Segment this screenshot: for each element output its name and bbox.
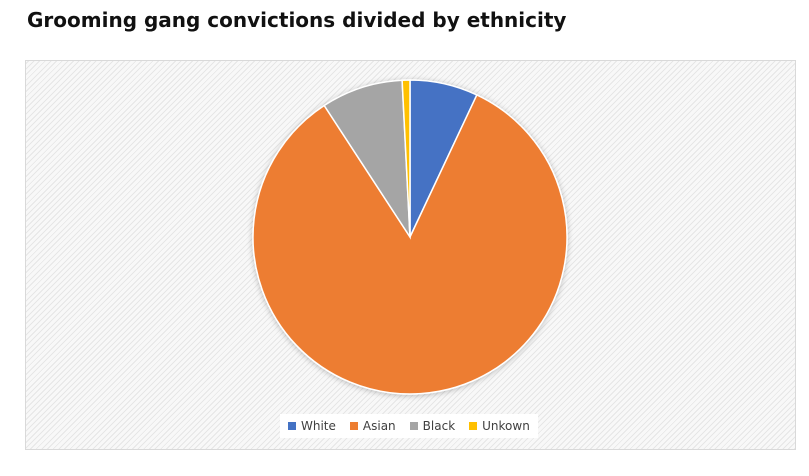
pie-slice-unkown — [401, 79, 411, 238]
legend-swatch — [349, 422, 358, 430]
legend-item-asian: Asian — [349, 419, 396, 433]
legend-item-unkown: Unkown — [469, 419, 530, 433]
legend-item-white: White — [288, 419, 336, 433]
legend-label: Asian — [362, 419, 396, 433]
pie-chart — [252, 79, 568, 395]
pie-slice-asian — [252, 93, 568, 395]
legend-label: Black — [422, 419, 456, 433]
legend-swatch — [409, 422, 418, 430]
legend-item-black: Black — [409, 419, 456, 433]
legend-label: White — [301, 419, 336, 433]
legend-label: Unkown — [482, 419, 530, 433]
chart-title: Grooming gang convictions divided by eth… — [27, 8, 567, 32]
chart-area — [25, 60, 796, 450]
legend-swatch — [288, 422, 296, 430]
chart-legend: White Asian Black Unkown — [280, 414, 538, 438]
legend-swatch — [469, 422, 478, 430]
